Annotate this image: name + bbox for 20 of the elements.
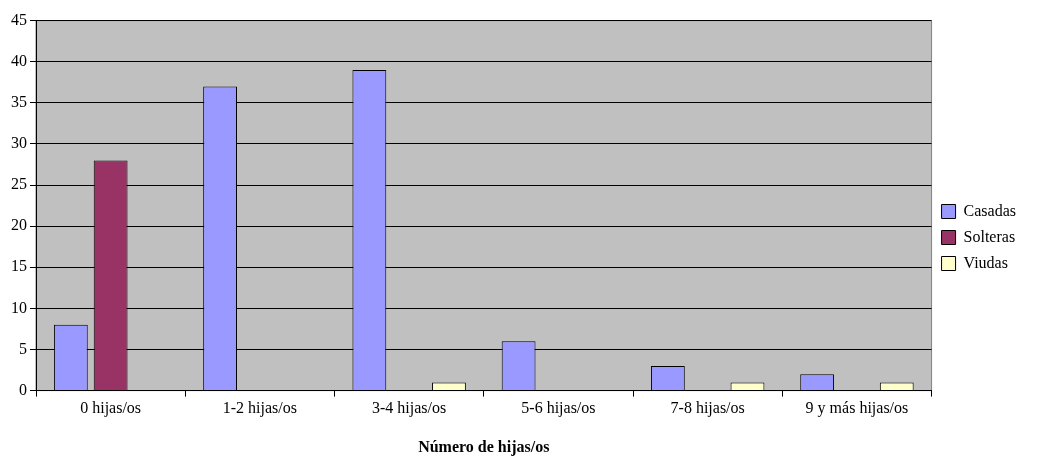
legend-label: Solteras — [963, 227, 1016, 245]
y-tick-label: 40 — [11, 51, 27, 69]
y-tick-label: 5 — [19, 339, 27, 357]
y-tick-label: 30 — [11, 134, 27, 152]
y-tick-label: 0 — [19, 380, 27, 398]
x-tick-label: 1-2 hijas/os — [222, 399, 297, 418]
x-axis-title: Número de hijas/os — [418, 437, 550, 456]
x-tick-label: 0 hijas/os — [80, 399, 142, 418]
x-tick-label: 9 y más hijas/os — [805, 399, 909, 418]
x-tick-label: 3-4 hijas/os — [372, 399, 447, 418]
y-tick-label: 35 — [11, 93, 27, 111]
y-tick-label: 20 — [11, 216, 27, 234]
y-tick-label: 45 — [11, 10, 27, 28]
x-tick-label: 5-6 hijas/os — [521, 399, 596, 418]
y-tick-label: 15 — [11, 257, 27, 275]
legend-label: Casadas — [963, 201, 1017, 219]
y-tick-label: 10 — [11, 298, 27, 316]
y-tick-label: 25 — [11, 175, 27, 193]
legend-label: Viudas — [963, 253, 1008, 271]
x-tick-label: 7-8 hijas/os — [670, 399, 745, 418]
